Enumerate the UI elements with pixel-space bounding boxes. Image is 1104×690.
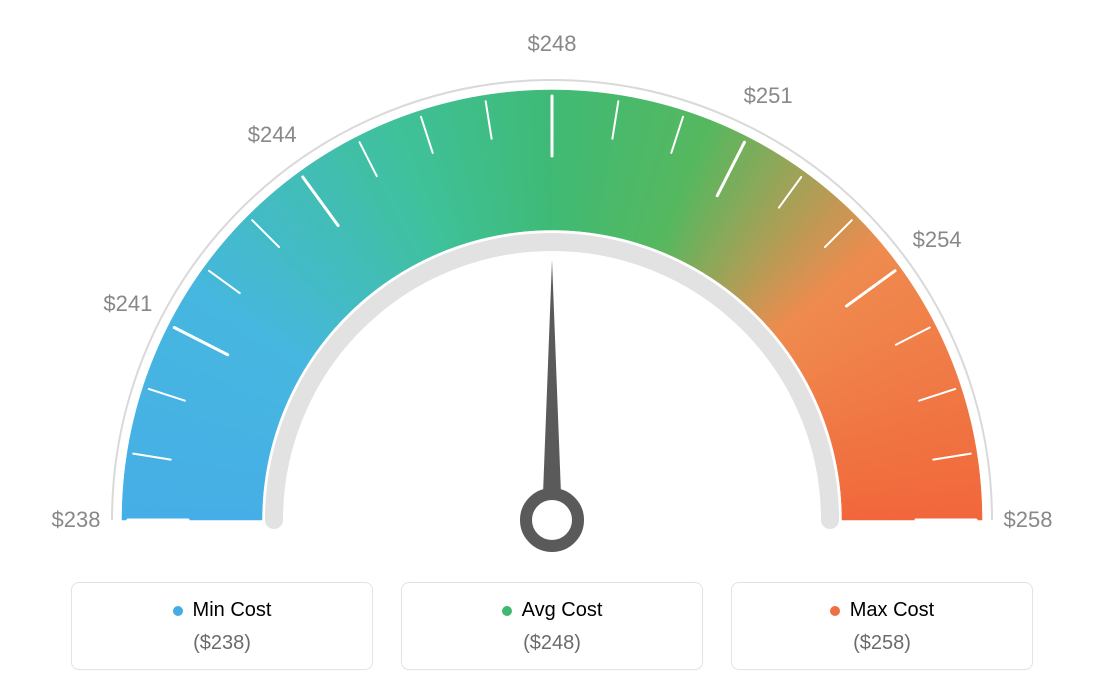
scale-label: $248 [528, 31, 577, 57]
legend-dot-avg [502, 606, 512, 616]
gauge-svg [0, 0, 1104, 560]
legend-card-max: Max Cost ($258) [731, 582, 1033, 670]
legend-label-max: Max Cost [850, 599, 934, 622]
scale-label: $254 [913, 227, 962, 253]
legend-value-max: ($258) [732, 632, 1032, 655]
legend-row: Min Cost ($238) Avg Cost ($248) Max Cost… [0, 582, 1104, 670]
legend-card-min: Min Cost ($238) [71, 582, 373, 670]
scale-label: $258 [1004, 507, 1053, 533]
legend-dot-min [173, 606, 183, 616]
needle-hub [526, 494, 578, 546]
legend-value-avg: ($248) [402, 632, 702, 655]
legend-label-min: Min Cost [193, 599, 272, 622]
needle [542, 260, 562, 520]
scale-label: $251 [744, 83, 793, 109]
scale-label: $238 [52, 507, 101, 533]
scale-label: $241 [103, 291, 152, 317]
legend-dot-max [830, 606, 840, 616]
scale-label: $244 [248, 122, 297, 148]
legend-card-avg: Avg Cost ($248) [401, 582, 703, 670]
legend-label-avg: Avg Cost [522, 599, 603, 622]
legend-value-min: ($238) [72, 632, 372, 655]
gauge-area: $238 $241 $244 $248 $251 $254 $258 [0, 0, 1104, 560]
cost-gauge-chart: $238 $241 $244 $248 $251 $254 $258 Min Cost ($… [0, 0, 1104, 690]
